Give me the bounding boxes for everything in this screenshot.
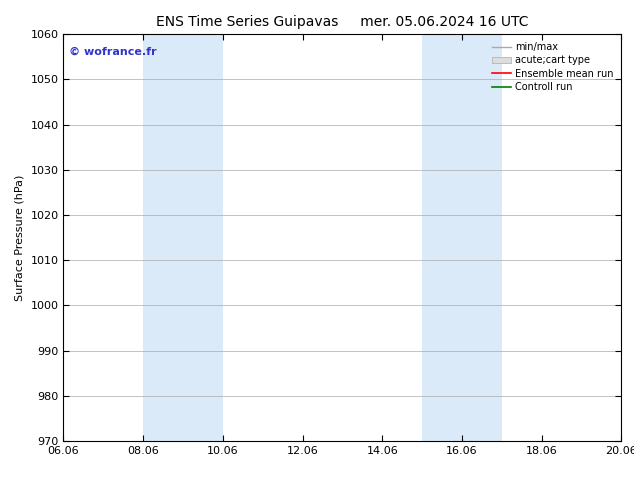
Bar bbox=[143, 34, 223, 441]
Bar bbox=[422, 34, 501, 441]
Text: © wofrance.fr: © wofrance.fr bbox=[69, 47, 157, 56]
Legend: min/max, acute;cart type, Ensemble mean run, Controll run: min/max, acute;cart type, Ensemble mean … bbox=[489, 39, 616, 95]
Title: ENS Time Series Guipavas     mer. 05.06.2024 16 UTC: ENS Time Series Guipavas mer. 05.06.2024… bbox=[156, 15, 529, 29]
Y-axis label: Surface Pressure (hPa): Surface Pressure (hPa) bbox=[15, 174, 25, 301]
